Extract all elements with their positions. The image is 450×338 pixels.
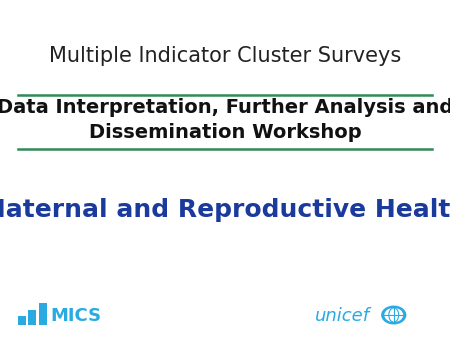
Bar xyxy=(28,310,36,325)
Bar xyxy=(39,303,47,325)
Text: Multiple Indicator Cluster Surveys: Multiple Indicator Cluster Surveys xyxy=(49,46,401,66)
Text: MICS: MICS xyxy=(50,307,102,325)
Circle shape xyxy=(381,306,406,324)
Text: Data Interpretation, Further Analysis and
Dissemination Workshop: Data Interpretation, Further Analysis an… xyxy=(0,98,450,142)
Text: unicef: unicef xyxy=(315,307,370,325)
Bar xyxy=(18,316,26,325)
Text: Maternal and Reproductive Health: Maternal and Reproductive Health xyxy=(0,197,450,222)
Circle shape xyxy=(384,308,403,322)
